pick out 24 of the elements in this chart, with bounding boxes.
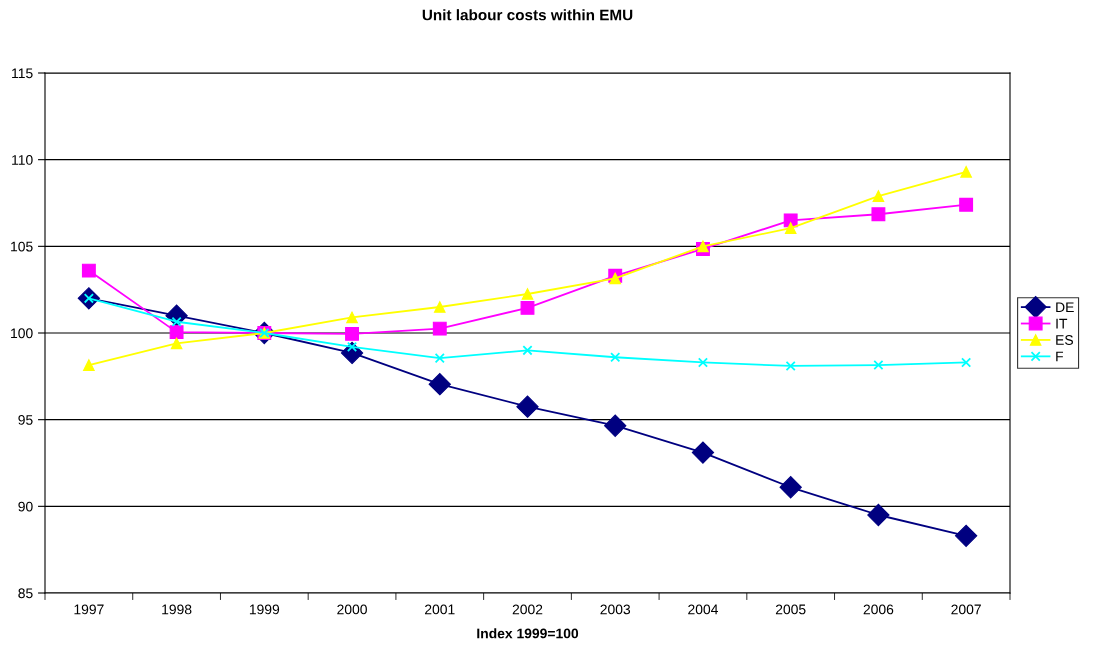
y-tick-label: 85 — [18, 588, 33, 599]
x-tick-label: 2005 — [775, 604, 806, 615]
x-tick-label: 2007 — [951, 604, 981, 615]
chart-title: Unit labour costs within EMU — [422, 9, 633, 21]
x-axis-title: Index 1999=100 — [477, 628, 579, 639]
y-tick-label: 115 — [12, 68, 33, 79]
legend-label: IT — [1056, 318, 1068, 329]
x-tick-label: 2000 — [337, 604, 367, 615]
legend-label: F — [1056, 351, 1064, 362]
y-tick-label: 110 — [12, 155, 33, 165]
legend-label: DE — [1056, 302, 1074, 312]
x-tick-label: 1997 — [74, 604, 104, 615]
x-tick-label: 2001 — [425, 604, 455, 615]
x-tick-label: 2004 — [688, 604, 718, 615]
x-tick-label: 2003 — [600, 604, 631, 615]
x-tick-label: 2006 — [863, 604, 894, 615]
x-tick-label: 1998 — [162, 604, 192, 615]
legend-label: ES — [1056, 335, 1073, 345]
x-tick-label: 1999 — [249, 604, 280, 615]
x-tick-label: 2002 — [512, 604, 543, 615]
y-tick-label: 95 — [18, 415, 33, 425]
y-tick-label: 105 — [11, 241, 33, 252]
y-tick-label: 90 — [18, 501, 33, 512]
y-tick-label: 100 — [11, 328, 33, 339]
